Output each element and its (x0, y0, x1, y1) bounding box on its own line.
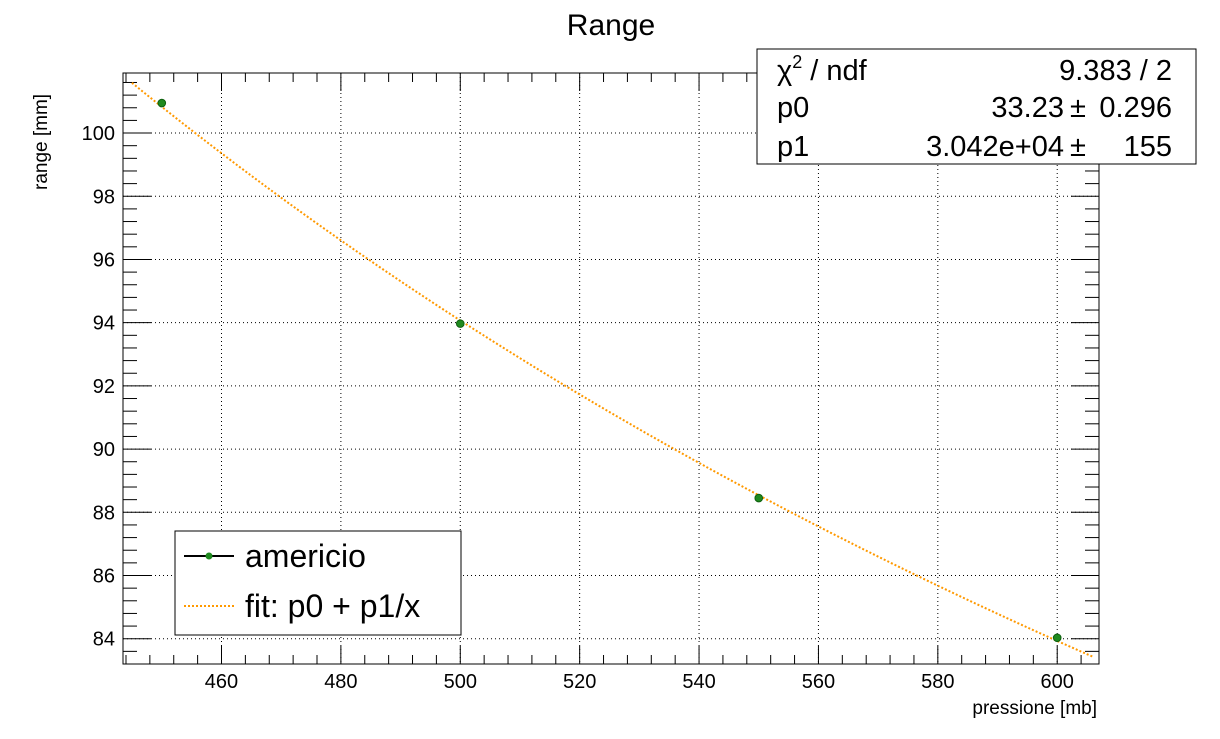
stats-p0-error: 0.296 (1099, 92, 1172, 124)
stats-chi2-value: 9.383 / 2 (1059, 55, 1172, 87)
stats-p1-label: p1 (777, 131, 809, 163)
y-axis-title: range [mm] (31, 94, 52, 190)
y-tick-labels: 84 86 88 90 92 94 96 98 100 (82, 123, 115, 651)
stats-p1-pm: ± (1070, 131, 1086, 163)
y-tick-label: 98 (93, 186, 115, 208)
data-point-americio (1052, 633, 1062, 643)
x-tick-label: 500 (444, 671, 477, 693)
legend-fit-label: fit: p0 + p1/x (245, 588, 420, 624)
data-point-americio (157, 98, 167, 108)
x-axis-title: pressione [mb] (972, 698, 1097, 719)
stats-p0-label: p0 (777, 92, 809, 124)
y-tick-label: 100 (82, 123, 115, 145)
x-tick-label: 580 (921, 671, 954, 693)
fit-curve (131, 82, 1094, 658)
legend-frame (174, 530, 462, 636)
y-tick-label: 86 (93, 566, 115, 588)
legend: americio fit: p0 + p1/x (174, 530, 462, 636)
stats-chi-rest: / ndf (802, 55, 867, 87)
x-tick-label: 540 (682, 671, 715, 693)
y-tick-label: 94 (93, 313, 115, 335)
data-point-americio (754, 493, 764, 503)
x-tick-label: 520 (563, 671, 596, 693)
stats-p1-value: 3.042e+04 (926, 131, 1064, 163)
stats-chi-symbol: χ (777, 55, 792, 87)
x-tick-label: 460 (205, 671, 238, 693)
data-points (157, 98, 1062, 643)
x-tick-labels: 460 480 500 520 540 560 580 600 (205, 671, 1074, 693)
stats-p0-value: 33.23 (991, 92, 1064, 124)
y-tick-label: 92 (93, 376, 115, 398)
stats-box-frame (756, 48, 1197, 165)
x-tick-label: 560 (802, 671, 835, 693)
x-tick-label: 480 (324, 671, 357, 693)
y-tick-label: 90 (93, 439, 115, 461)
plot-frame (122, 72, 1100, 665)
y-tick-label: 84 (93, 629, 115, 651)
chart-title: Range (567, 9, 655, 42)
x-tick-label: 600 (1041, 671, 1074, 693)
data-point-americio (455, 319, 465, 328)
legend-americio-label: americio (245, 538, 366, 574)
stats-chi2-label: χ2 / ndf (777, 52, 868, 87)
legend-americio-marker-dot (205, 552, 213, 560)
stats-box: χ2 / ndf 9.383 / 2 p0 33.23 ± 0.296 p1 3… (756, 48, 1197, 165)
stats-chi-superscript: 2 (792, 52, 802, 72)
y-tick-label: 96 (93, 249, 115, 271)
stats-p1-error: 155 (1124, 131, 1172, 163)
stats-p0-pm: ± (1070, 92, 1086, 124)
y-tick-label: 88 (93, 502, 115, 524)
